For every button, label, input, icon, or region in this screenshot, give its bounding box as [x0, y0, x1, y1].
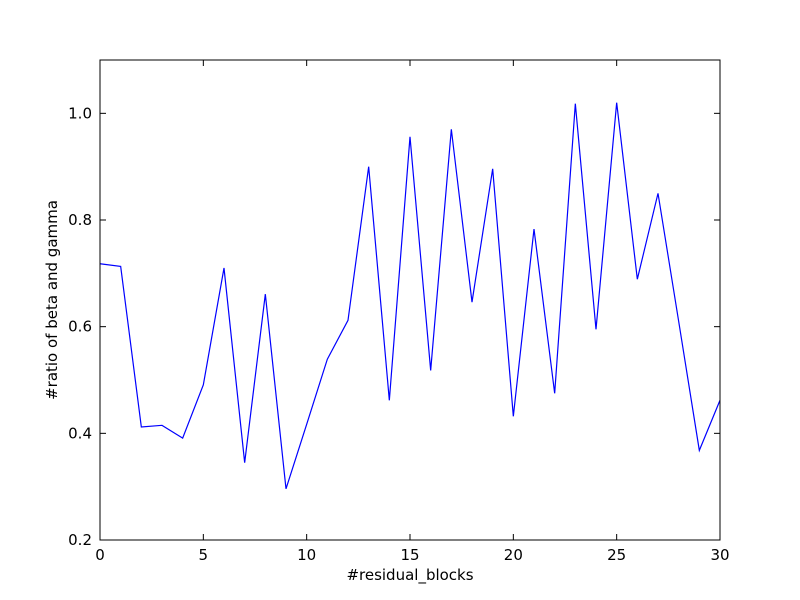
- y-tick-label: 0.6: [68, 318, 92, 336]
- series-layer: [99, 102, 721, 489]
- y-tick-label: 0.4: [68, 424, 92, 442]
- x-tick-label: 30: [710, 546, 729, 564]
- y-axis-label: #ratio of beta and gamma: [43, 200, 61, 400]
- y-tick-label: 1.0: [68, 104, 92, 122]
- x-tick-label: 25: [607, 546, 626, 564]
- x-tick-label: 10: [297, 546, 316, 564]
- x-tick-label: 20: [504, 546, 523, 564]
- y-tick-label: 0.8: [68, 211, 92, 229]
- x-axis-label: #residual_blocks: [346, 566, 473, 585]
- series-line-0: [99, 102, 721, 489]
- plot-frame: [99, 59, 721, 541]
- x-tick-label: 5: [199, 546, 209, 564]
- plot-area: [100, 60, 720, 540]
- x-tick-label: 0: [95, 546, 105, 564]
- y-tick-label: 0.2: [68, 531, 92, 549]
- ticks-layer: 0 5 10 15 20 25 30 0.2 0.4 0.6 0.8 1.0: [68, 60, 730, 564]
- x-tick-label: 15: [400, 546, 419, 564]
